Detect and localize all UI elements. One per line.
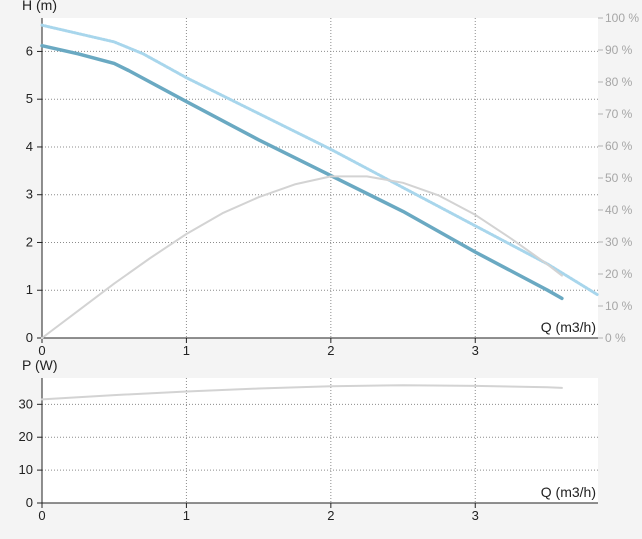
- y-tick-label: 30: [19, 396, 33, 411]
- y-tick-label: 10: [19, 462, 33, 477]
- y2-tick-label: 100 %: [605, 11, 639, 25]
- y2-tick-label: 20 %: [605, 267, 633, 281]
- y2-tick-label: 70 %: [605, 107, 633, 121]
- x-tick-label: 2: [327, 508, 334, 523]
- x-tick-label: 2: [327, 343, 334, 358]
- power-plot-area: [42, 378, 598, 503]
- y2-tick-label: 30 %: [605, 235, 633, 249]
- y-axis-label: P (W): [22, 357, 58, 373]
- y2-tick-label: 10 %: [605, 299, 633, 313]
- y-tick-label: 20: [19, 429, 33, 444]
- y-tick-label: 1: [26, 282, 33, 297]
- y2-tick-label: 50 %: [605, 171, 633, 185]
- y-tick-label: 3: [26, 187, 33, 202]
- x-tick-label: 3: [472, 343, 479, 358]
- y2-tick-label: 40 %: [605, 203, 633, 217]
- x-tick-label: 0: [38, 343, 45, 358]
- y2-tick-label: 90 %: [605, 43, 633, 57]
- x-tick-label: 3: [472, 508, 479, 523]
- y-tick-label: 2: [26, 234, 33, 249]
- x-axis-label: Q (m3/h): [541, 319, 596, 335]
- y-tick-label: 0: [26, 330, 33, 345]
- y-tick-label: 6: [26, 43, 33, 58]
- y-tick-label: 5: [26, 91, 33, 106]
- x-tick-label: 1: [183, 508, 190, 523]
- series-line-1: [40, 23, 600, 297]
- x-axis-label: Q (m3/h): [541, 484, 596, 500]
- y-tick-label: 0: [26, 495, 33, 510]
- series-line-0: [41, 384, 563, 401]
- y2-tick-label: 80 %: [605, 75, 633, 89]
- x-tick-label: 0: [38, 508, 45, 523]
- y2-tick-label: 0 %: [605, 331, 626, 345]
- series-line-2: [41, 175, 563, 339]
- y2-tick-label: 60 %: [605, 139, 633, 153]
- x-tick-label: 1: [183, 343, 190, 358]
- series-line-0: [40, 43, 564, 301]
- y-axis-label: H (m): [22, 0, 57, 13]
- y-tick-label: 4: [26, 139, 33, 154]
